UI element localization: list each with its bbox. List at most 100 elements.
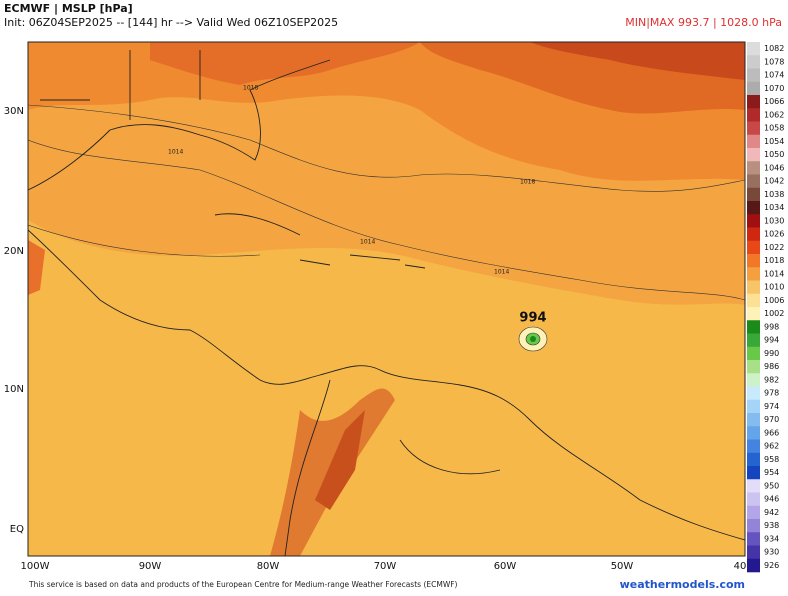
colorbar-swatch xyxy=(747,187,760,202)
colorbar-label: 946 xyxy=(764,495,779,504)
colorbar-swatch xyxy=(747,479,760,493)
colorbar-swatch xyxy=(747,148,760,162)
colorbar-label: 966 xyxy=(764,428,779,437)
colorbar-label: 978 xyxy=(764,389,779,398)
colorbar-label: 1002 xyxy=(764,309,784,318)
colorbar-label: 958 xyxy=(764,455,779,464)
colorbar-label: 1038 xyxy=(764,190,784,199)
colorbar-swatch xyxy=(747,81,760,96)
contour-label: 1014 xyxy=(360,239,375,246)
colorbar-swatch xyxy=(747,545,760,560)
colorbar-label: 934 xyxy=(764,534,779,543)
colorbar-label: 950 xyxy=(764,481,779,490)
title: ECMWF | MSLP [hPa] xyxy=(4,2,133,15)
colorbar-swatch xyxy=(747,360,760,374)
subtitle: Init: 06Z04SEP2025 -- [144] hr --> Valid… xyxy=(4,16,338,29)
colorbar-label: 1042 xyxy=(764,177,784,186)
colorbar-swatch xyxy=(747,108,760,122)
colorbar-swatch xyxy=(747,505,760,520)
low-label: 994 xyxy=(519,311,546,326)
colorbar-swatch xyxy=(747,201,760,215)
colorbar-swatch xyxy=(747,134,760,149)
colorbar-label: 938 xyxy=(764,521,779,530)
colorbar-swatch xyxy=(747,55,760,69)
x-axis-label: 40 xyxy=(734,561,747,572)
colorbar-swatch xyxy=(747,267,760,281)
colorbar-label: 930 xyxy=(764,548,779,557)
colorbar-label: 1018 xyxy=(764,256,784,265)
y-axis-label: 20N xyxy=(4,246,24,257)
colorbar-label: 1030 xyxy=(764,216,784,225)
colorbar-label: 942 xyxy=(764,508,779,517)
map: 1018 1014 1018 1014 1014 994 xyxy=(28,42,745,556)
contour-label: 1018 xyxy=(243,85,258,92)
colorbar-swatch xyxy=(747,558,760,573)
colorbar-label: 994 xyxy=(764,336,779,345)
colorbar-label: 1070 xyxy=(764,84,784,93)
x-axis-label: 70W xyxy=(374,561,397,572)
colorbar-swatch xyxy=(747,333,760,348)
colorbar-swatch xyxy=(747,121,760,136)
x-axis-label: 90W xyxy=(139,561,162,572)
colorbar-label: 998 xyxy=(764,322,779,331)
colorbar-label: 1006 xyxy=(764,296,784,305)
colorbar-swatch xyxy=(747,413,760,427)
colorbar-label: 1078 xyxy=(764,57,784,66)
colorbar-label: 1014 xyxy=(764,269,784,278)
colorbar-swatch xyxy=(747,227,760,242)
colorbar-label: 982 xyxy=(764,375,779,384)
colorbar-swatch xyxy=(747,240,760,255)
contour-label: 1014 xyxy=(168,149,183,156)
colorbar-label: 1022 xyxy=(764,243,784,252)
x-axis-label: 80W xyxy=(257,561,280,572)
colorbar-swatch xyxy=(747,68,760,83)
site[interactable]: weathermodels.com xyxy=(620,578,745,591)
colorbar-label: 1054 xyxy=(764,137,784,146)
colorbar-label: 990 xyxy=(764,349,779,358)
y-axis-label: 30N xyxy=(4,106,24,117)
colorbar-swatch xyxy=(747,519,760,533)
colorbar-label: 926 xyxy=(764,561,779,570)
colorbar-label: 1010 xyxy=(764,283,784,292)
y-axis-label: 10N xyxy=(4,384,24,395)
credit: This service is based on data and produc… xyxy=(28,580,458,589)
colorbar-swatch xyxy=(747,280,760,295)
colorbar-swatch xyxy=(747,161,760,175)
colorbar-swatch xyxy=(747,466,760,480)
x-axis-label: 50W xyxy=(611,561,634,572)
colorbar-swatch xyxy=(747,346,760,361)
y-axis-label: EQ xyxy=(10,524,24,535)
colorbar-label: 1074 xyxy=(764,71,784,80)
colorbar-swatch xyxy=(747,174,760,189)
min-max: MIN|MAX 993.7 | 1028.0 hPa xyxy=(625,16,782,29)
colorbar-swatch xyxy=(747,254,760,268)
colorbar-label: 954 xyxy=(764,468,779,477)
colorbar-label: 962 xyxy=(764,442,779,451)
colorbar-swatch xyxy=(747,426,760,440)
colorbar-label: 986 xyxy=(764,362,779,371)
colorbar-label: 974 xyxy=(764,402,779,411)
colorbar-swatch xyxy=(747,386,760,401)
colorbar-swatch xyxy=(747,42,760,56)
colorbar-label: 970 xyxy=(764,415,779,424)
colorbar-swatch xyxy=(747,399,760,414)
colorbar-label: 1046 xyxy=(764,163,784,172)
x-axis-label: 100W xyxy=(21,561,50,572)
colorbar-label: 1026 xyxy=(764,230,784,239)
colorbar-swatch xyxy=(747,373,760,387)
colorbar-label: 1050 xyxy=(764,150,784,159)
colorbar-swatch xyxy=(747,439,760,454)
colorbar-swatch xyxy=(747,532,760,546)
colorbar-swatch xyxy=(747,95,760,109)
contour-label: 1014 xyxy=(494,269,509,276)
colorbar-swatch xyxy=(747,320,760,334)
colorbar-label: 1034 xyxy=(764,203,784,212)
colorbar-swatch xyxy=(747,307,760,321)
colorbar-swatch xyxy=(747,293,760,308)
colorbar-label: 1058 xyxy=(764,124,784,133)
x-axis-label: 60W xyxy=(494,561,517,572)
colorbar-swatch xyxy=(747,492,760,507)
colorbar-label: 1082 xyxy=(764,44,784,53)
